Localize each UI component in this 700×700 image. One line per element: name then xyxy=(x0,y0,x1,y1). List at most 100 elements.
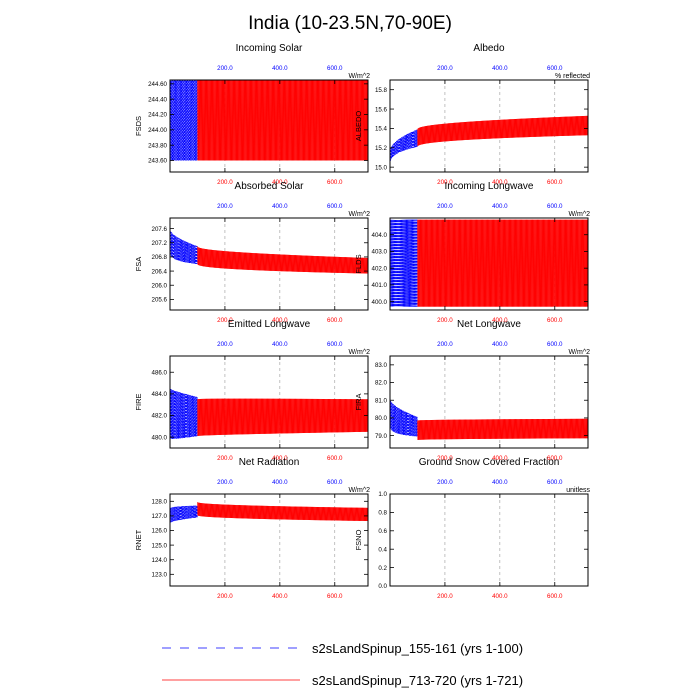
panel-fsds: Incoming Solar W/m^2 FSDS 244.60 244.40 244.2… xyxy=(134,43,370,186)
y-tick-label-fire-1: 484.0 xyxy=(152,391,168,398)
y-tick-label-fsno-5: 0.0 xyxy=(378,583,387,590)
x-tick-label-top-flds-0: 200.0 xyxy=(437,203,453,210)
panel-title-fire: Emitted Longwave xyxy=(228,319,311,330)
x-tick-label-top-rnet-2: 600.0 xyxy=(327,479,343,486)
y-tick-label-fsno-4: 0.2 xyxy=(378,565,387,572)
series-line-flds-1 xyxy=(417,219,588,307)
x-tick-label-bottom-albedo-2: 600.0 xyxy=(547,179,563,186)
plot-frame-fsa xyxy=(169,217,369,311)
x-tick-label-top-fire-1: 400.0 xyxy=(272,341,288,348)
units-label-flds: W/m^2 xyxy=(568,211,590,218)
series-line-fsa-0 xyxy=(170,228,198,265)
legend: s2sLandSpinup_155-161 (yrs 1-100) s2sLand… xyxy=(162,641,523,688)
y-tick-label-fsds-0: 244.60 xyxy=(148,81,167,88)
x-tick-label-top-fsds-1: 400.0 xyxy=(272,65,288,72)
series-line-fira-0 xyxy=(390,398,418,437)
x-tick-label-top-rnet-1: 400.0 xyxy=(272,479,288,486)
y-axis-label-fsa: FSA xyxy=(134,257,143,272)
y-axis-label-fire: FIRE xyxy=(134,393,143,410)
plot-frame-fsno xyxy=(389,493,589,587)
x-tick-label-bottom-flds-2: 600.0 xyxy=(547,317,563,324)
panel-title-fsa: Absorbed Solar xyxy=(235,181,305,192)
units-label-rnet: W/m^2 xyxy=(348,487,370,494)
panel-fsno: Ground Snow Covered Fraction unitless FSNO… xyxy=(354,457,591,600)
x-tick-label-bottom-fsds-2: 600.0 xyxy=(327,179,343,186)
panel-fire: Emitted Longwave W/m^2 FIRE 486.0 484.0 482.0… xyxy=(134,319,370,462)
legend-label-1: s2sLandSpinup_713-720 (yrs 1-721) xyxy=(312,673,523,688)
y-axis-label-fsds: FSDS xyxy=(134,116,143,136)
y-tick-label-fsno-0: 1.0 xyxy=(378,491,387,498)
panel-title-fsds: Incoming Solar xyxy=(236,43,303,54)
plot-frame-flds xyxy=(389,217,589,311)
x-tick-label-bottom-fsds-1: 400.0 xyxy=(272,179,288,186)
units-label-fsa: W/m^2 xyxy=(348,211,370,218)
panel-fira: Net Longwave W/m^2 FIRA 83.0 82.0 81.0 80.0 79.… xyxy=(354,319,590,462)
series-line-fira-1 xyxy=(417,418,588,440)
y-tick-label-fira-1: 82.0 xyxy=(375,380,388,387)
y-tick-label-fsa-0: 207.6 xyxy=(152,226,168,233)
x-tick-label-bottom-fire-1: 400.0 xyxy=(272,455,288,462)
x-tick-label-top-fire-2: 600.0 xyxy=(327,341,343,348)
series-line-albedo-0 xyxy=(390,129,418,161)
units-label-fsds: W/m^2 xyxy=(348,73,370,80)
x-tick-label-top-fsa-0: 200.0 xyxy=(217,203,233,210)
y-tick-label-albedo-2: 15.4 xyxy=(375,126,388,133)
x-tick-label-top-fira-1: 400.0 xyxy=(492,341,508,348)
x-tick-label-bottom-flds-1: 400.0 xyxy=(492,317,508,324)
x-tick-label-bottom-fsa-1: 400.0 xyxy=(272,317,288,324)
units-label-fire: W/m^2 xyxy=(348,349,370,356)
panel-title-fira: Net Longwave xyxy=(457,319,521,330)
y-tick-label-flds-4: 400.0 xyxy=(372,299,388,306)
y-tick-label-fire-3: 480.0 xyxy=(152,434,168,441)
figure-title: India (10-23.5N,70-90E) xyxy=(248,13,452,34)
y-tick-label-fsds-4: 243.80 xyxy=(148,142,167,149)
x-tick-label-bottom-fsa-2: 600.0 xyxy=(327,317,343,324)
y-axis-label-fsno: FSNO xyxy=(354,529,363,550)
plot-frame-fire xyxy=(169,355,369,449)
units-label-fira: W/m^2 xyxy=(568,349,590,356)
y-tick-label-fira-4: 79.0 xyxy=(375,433,388,440)
x-tick-label-top-fsno-2: 600.0 xyxy=(547,479,563,486)
y-tick-label-fsno-1: 0.8 xyxy=(378,510,387,517)
series-line-fsds-1 xyxy=(197,80,368,161)
x-tick-label-bottom-fira-1: 400.0 xyxy=(492,455,508,462)
x-tick-label-bottom-fire-2: 600.0 xyxy=(327,455,343,462)
y-tick-label-fsa-3: 206.4 xyxy=(152,268,168,275)
y-tick-label-flds-0: 404.0 xyxy=(372,232,388,239)
units-label-albedo: % reflected xyxy=(555,73,590,80)
panel-grid: Incoming Solar W/m^2 FSDS 244.60 244.40 244.2… xyxy=(134,43,591,600)
x-tick-label-bottom-rnet-2: 600.0 xyxy=(327,593,343,600)
series-line-fire-1 xyxy=(197,398,368,436)
y-tick-label-fsa-4: 206.0 xyxy=(152,282,168,289)
x-tick-label-top-flds-1: 400.0 xyxy=(492,203,508,210)
y-tick-label-rnet-0: 128.0 xyxy=(152,499,168,506)
x-tick-label-bottom-albedo-1: 400.0 xyxy=(492,179,508,186)
y-tick-label-flds-1: 403.0 xyxy=(372,249,388,256)
x-tick-label-top-fira-2: 600.0 xyxy=(547,341,563,348)
x-tick-label-top-fsno-0: 200.0 xyxy=(437,479,453,486)
y-axis-label-rnet: RNET xyxy=(134,529,143,550)
series-line-fsds-0 xyxy=(170,80,198,161)
panel-title-rnet: Net Radiation xyxy=(239,457,300,468)
x-tick-label-bottom-fira-2: 600.0 xyxy=(547,455,563,462)
y-tick-label-albedo-3: 15.2 xyxy=(375,145,388,152)
y-tick-label-fsa-2: 206.8 xyxy=(152,254,168,261)
x-tick-label-top-fsno-1: 400.0 xyxy=(492,479,508,486)
x-tick-label-top-albedo-0: 200.0 xyxy=(437,65,453,72)
series-line-flds-0 xyxy=(390,219,418,307)
y-tick-label-albedo-4: 15.0 xyxy=(375,164,388,171)
y-tick-label-rnet-4: 124.0 xyxy=(152,557,168,564)
y-axis-label-albedo: ALBEDO xyxy=(354,111,363,142)
x-tick-label-top-fsa-2: 600.0 xyxy=(327,203,343,210)
plot-frame-fira xyxy=(389,355,589,449)
x-tick-label-bottom-albedo-0: 200.0 xyxy=(437,179,453,186)
series-line-rnet-1 xyxy=(197,502,368,522)
y-axis-label-fira: FIRA xyxy=(354,393,363,410)
x-tick-label-bottom-fsno-0: 200.0 xyxy=(437,593,453,600)
x-tick-label-bottom-fsno-1: 400.0 xyxy=(492,593,508,600)
x-tick-label-top-fsds-0: 200.0 xyxy=(217,65,233,72)
series-line-fsa-1 xyxy=(197,246,368,274)
y-tick-label-fira-0: 83.0 xyxy=(375,362,388,369)
y-tick-label-fira-2: 81.0 xyxy=(375,397,388,404)
y-tick-label-fsa-1: 207.2 xyxy=(152,240,168,247)
